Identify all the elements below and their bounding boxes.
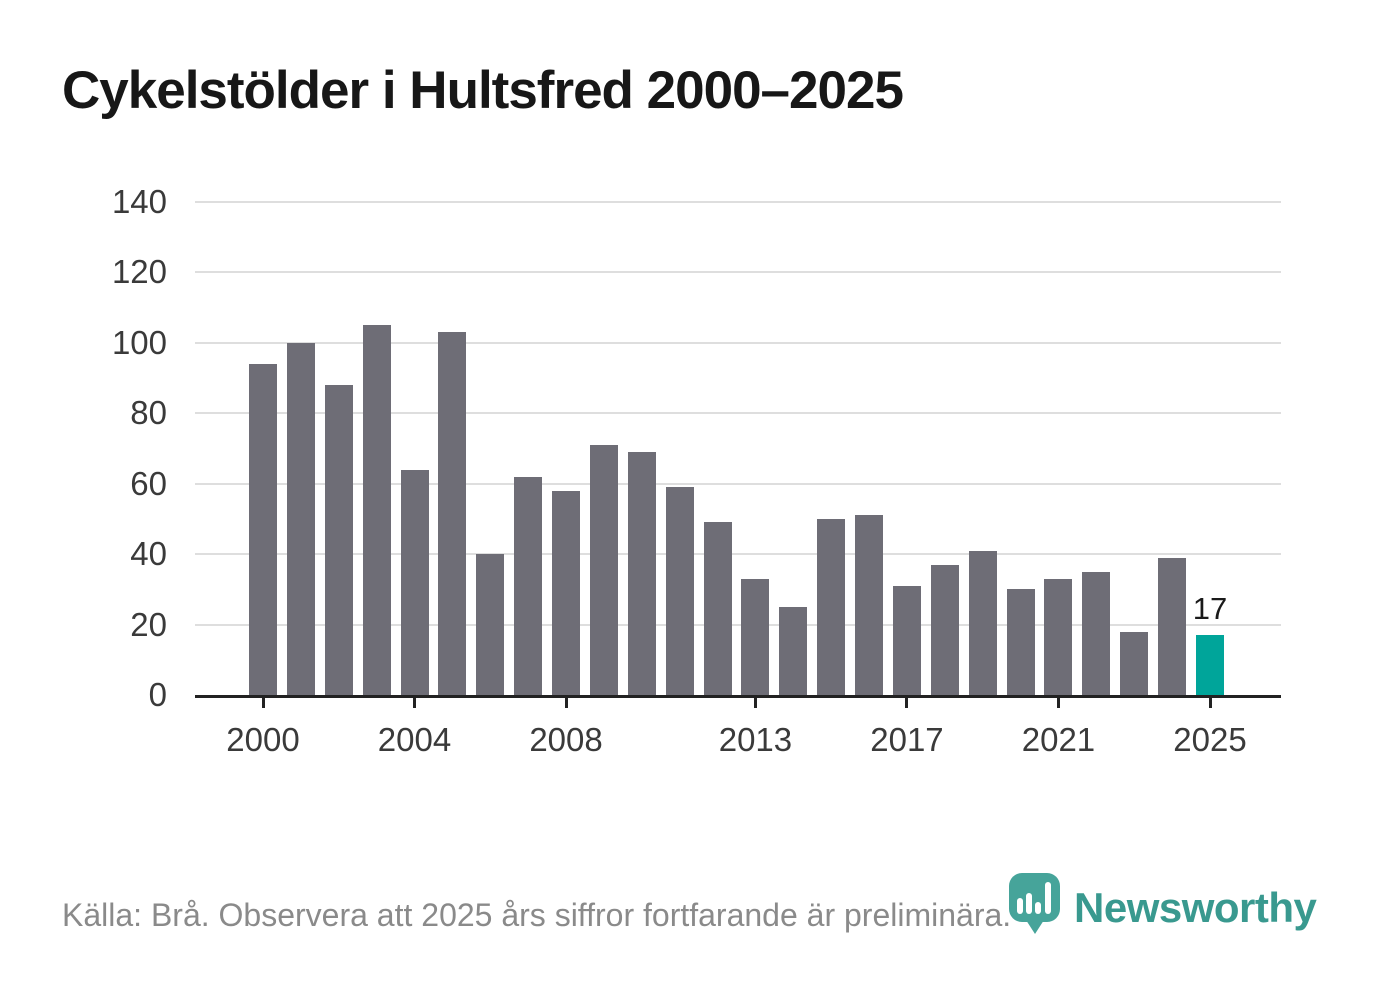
bar-2001 [286,342,315,695]
y-tick-label-80: 80 [130,394,167,432]
newsworthy-wordmark: Newsworthy [1074,884,1317,931]
bar-2011 [665,487,694,695]
newsworthy-logo: Newsworthy [1008,872,1317,936]
y-tick-label-20: 20 [130,605,167,643]
bar-2025 [1196,635,1224,695]
x-tick-2025 [1208,698,1212,708]
x-tick-2017 [905,698,909,708]
bar-2023 [1120,631,1149,695]
bar-2014 [779,606,808,695]
bar-2005 [438,332,467,695]
y-tick-label-100: 100 [111,323,167,361]
bar-2000 [249,363,277,695]
x-tick-2008 [564,698,568,708]
page-title: Cykelstölder i Hultsfred 2000–2025 [62,61,904,120]
y-tick-label-60: 60 [130,464,167,502]
bar-2022 [1082,571,1111,695]
bar-2021 [1044,578,1073,695]
gridline-80 [195,412,1281,415]
bar-2017 [892,585,921,695]
y-tick-label-140: 140 [111,183,167,220]
bar-2013 [741,578,770,695]
bar-value-label-2025: 17 [1192,591,1228,627]
x-tick-label-2008: 2008 [529,721,603,758]
gridline-60 [195,482,1281,485]
bar-2015 [817,518,846,695]
bar-2006 [476,554,505,695]
y-tick-label-40: 40 [130,535,167,573]
x-tick-2004 [413,698,417,708]
x-tick-label-2000: 2000 [226,721,300,758]
gridline-40 [195,553,1281,556]
gridline-120 [195,271,1281,274]
x-tick-label-2025: 2025 [1173,721,1247,758]
bar-2004 [400,469,429,695]
bar-2018 [930,564,959,695]
bar-2019 [968,550,997,695]
bar-2009 [589,444,618,695]
bar-2008 [552,490,581,695]
x-tick-label-2021: 2021 [1021,721,1096,758]
bar-2024 [1158,557,1187,695]
x-tick-label-2013: 2013 [718,721,793,758]
x-tick-label-2017: 2017 [870,721,944,758]
bar-2016 [855,515,884,695]
gridline-20 [195,623,1281,626]
bar-2012 [703,522,732,695]
y-tick-label-0: 0 [148,676,167,713]
x-tick-2000 [261,698,265,708]
bar-2020 [1006,589,1035,695]
x-axis-line [195,695,1281,698]
bar-2010 [627,452,656,695]
x-tick-2021 [1056,698,1060,708]
y-tick-label-120: 120 [111,253,167,291]
gridline-100 [195,341,1281,344]
x-tick-2013 [753,698,757,708]
source-note: Källa: Brå. Observera att 2025 års siffr… [62,897,1012,933]
x-tick-label-2004: 2004 [377,721,452,758]
gridline-140 [195,201,1281,203]
map-pin-bar-chart-icon [1009,873,1060,934]
bar-2002 [324,385,353,695]
bar-2007 [514,476,543,695]
bar-2003 [362,325,391,695]
